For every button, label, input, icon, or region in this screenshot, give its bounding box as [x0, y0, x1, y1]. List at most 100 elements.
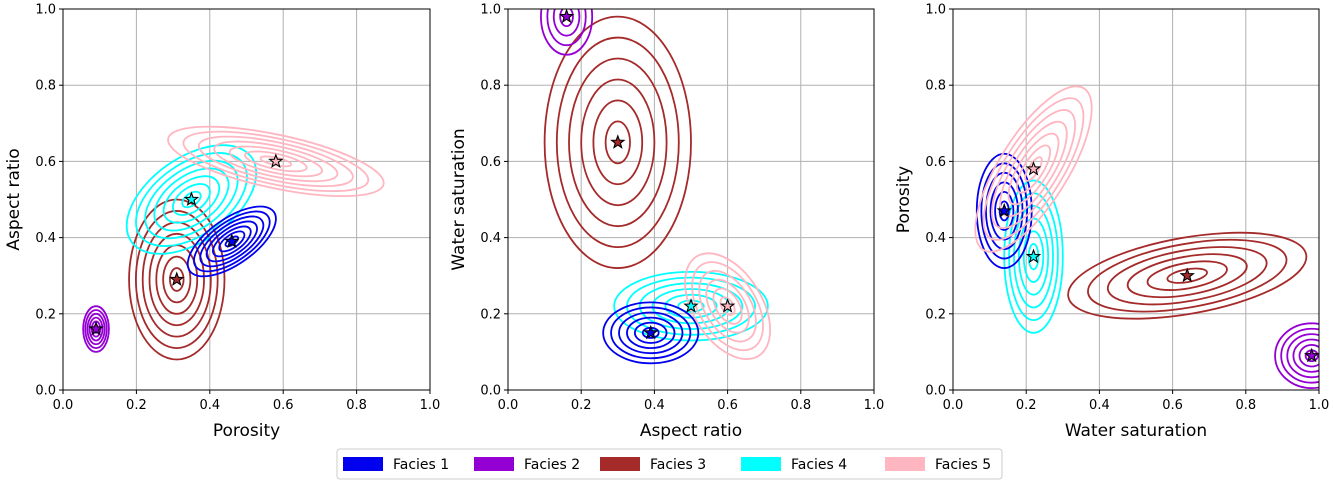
- facies-4-contour: [613, 270, 769, 342]
- facies-3-contour: [1106, 246, 1268, 306]
- facies-2-contour: [1298, 344, 1319, 368]
- facies-3-contours: [543, 15, 692, 269]
- y-tick-label: 0.4: [35, 231, 56, 246]
- facies-1-contour: [626, 316, 676, 349]
- facies-2-contour: [559, 9, 574, 28]
- y-tick-label: 0.0: [925, 384, 946, 399]
- facies-1-center-star: [996, 202, 1012, 218]
- facies-5-contours: [167, 125, 385, 198]
- facies-2-center-star: [88, 320, 104, 336]
- x-tick-label: 0.4: [199, 398, 220, 413]
- facies-3-contour: [568, 57, 668, 228]
- legend-entry-facies-1: Facies 1: [343, 457, 449, 473]
- facies-1-contour: [186, 205, 277, 278]
- facies-1-contours: [602, 301, 700, 365]
- facies-5-contour: [1007, 132, 1060, 206]
- plot-area: [508, 9, 874, 390]
- facies-5-contour: [698, 270, 757, 343]
- facies-5-center-star: [268, 153, 284, 168]
- x-tick-label: 0.8: [1235, 398, 1256, 413]
- x-tick-label: 0.4: [644, 398, 665, 413]
- facies-4-contour: [1013, 204, 1054, 309]
- x-axis-label: Aspect ratio: [640, 421, 742, 441]
- ticks: 0.00.0 0.2 0.2 0.4 0.4 0.6 0.6 0.8 0.8 1.0 1.0: [35, 3, 440, 414]
- facies-3-contour: [162, 255, 192, 304]
- y-axis-label: Porosity: [894, 166, 914, 233]
- legend-swatch: [343, 457, 383, 471]
- facies-2-contour: [552, 9, 581, 37]
- facies-1-contour: [193, 210, 271, 273]
- centers: [88, 153, 284, 336]
- facies-2-contour: [82, 305, 110, 353]
- facies-2-contours: [1274, 322, 1319, 389]
- x-tick-label: 0.8: [790, 398, 811, 413]
- legend-swatch: [474, 457, 514, 471]
- facies-1-contour: [205, 220, 258, 263]
- legend-swatch: [600, 457, 640, 471]
- facies-3-contour: [1146, 260, 1228, 291]
- x-tick-label: 0.6: [717, 398, 738, 413]
- facies-1-contour: [633, 321, 668, 344]
- facies-5-contours: [974, 85, 1093, 253]
- x-tick-label: 0.6: [1162, 398, 1183, 413]
- legend-label: Facies 2: [524, 457, 580, 473]
- facies-3-contour: [555, 36, 680, 249]
- y-tick-label: 0.6: [480, 155, 501, 170]
- y-tick-label: 1.0: [925, 3, 946, 18]
- facies-4-center-star: [1025, 248, 1042, 264]
- x-tick-label: 0.2: [126, 398, 147, 413]
- facies-3-contour: [580, 78, 656, 207]
- axes-frame: [507, 8, 875, 391]
- facies-5-contours: [684, 252, 772, 360]
- y-tick-label: 0.8: [925, 79, 946, 94]
- facies-5-contour: [691, 261, 764, 352]
- facies-1-contour: [602, 301, 700, 365]
- facies-5-contour: [228, 145, 323, 178]
- facies-4-contour: [638, 282, 744, 330]
- legend-entry-facies-4: Facies 4: [741, 457, 847, 473]
- facies-2-contour: [84, 309, 108, 349]
- facies-3-contours: [1067, 231, 1308, 320]
- y-tick-label: 0.6: [925, 155, 946, 170]
- y-axis-label: Water saturation: [449, 128, 469, 270]
- facies-2-contour: [1286, 333, 1319, 379]
- facies-5-contour: [167, 125, 385, 198]
- x-tick-label: 0.0: [498, 398, 519, 413]
- facies-1-contour: [994, 190, 1015, 231]
- facies-5-contour: [684, 252, 772, 360]
- facies-2-contour: [540, 9, 594, 56]
- facies-3-contour: [592, 99, 644, 186]
- facies-5-contour: [1015, 144, 1052, 194]
- legend-entry-facies-2: Facies 2: [474, 457, 580, 473]
- x-tick-label: 1.0: [420, 398, 441, 413]
- axes-frame: [62, 8, 431, 391]
- facies-2-contour: [88, 316, 104, 342]
- facies-4-contour: [1017, 217, 1050, 296]
- facies-5-contour: [213, 140, 339, 183]
- facies-5-contour: [991, 109, 1076, 230]
- contours: [540, 9, 772, 365]
- facies-1-contours: [186, 205, 277, 278]
- facies-4-center-star: [183, 191, 200, 207]
- panels: 0.0 0.0 0.2 0.2 0.4 0.4 0.6 0.6 0.8 0.8 1.0 1.0 Poro…: [4, 3, 1330, 442]
- y-tick-label: 0.4: [925, 231, 946, 246]
- legend-label: Facies 5: [935, 457, 991, 473]
- facies-5-contour: [999, 120, 1068, 218]
- legend: Facies 1 Facies 2 Facies 3 Facies 4 Facies 5: [336, 448, 1003, 480]
- facies-1-center-star: [643, 324, 659, 340]
- facies-3-contour: [134, 210, 219, 349]
- legend-entry-facies-5: Facies 5: [885, 457, 991, 473]
- y-tick-label: 0.6: [35, 155, 56, 170]
- y-tick-label: 0.8: [35, 79, 56, 94]
- facies-5-contour: [705, 278, 750, 334]
- y-tick-label: 0.2: [480, 307, 501, 322]
- facies-1-contour: [212, 225, 252, 258]
- facies-5-contour: [982, 97, 1085, 241]
- facies-3-contour: [1087, 238, 1288, 313]
- facies-3-contour: [128, 198, 226, 361]
- x-tick-label: 0.2: [1016, 398, 1037, 413]
- x-tick-label: 1.0: [1309, 398, 1330, 413]
- x-tick-label: 0.2: [571, 398, 592, 413]
- facies-3-center-star: [169, 271, 185, 287]
